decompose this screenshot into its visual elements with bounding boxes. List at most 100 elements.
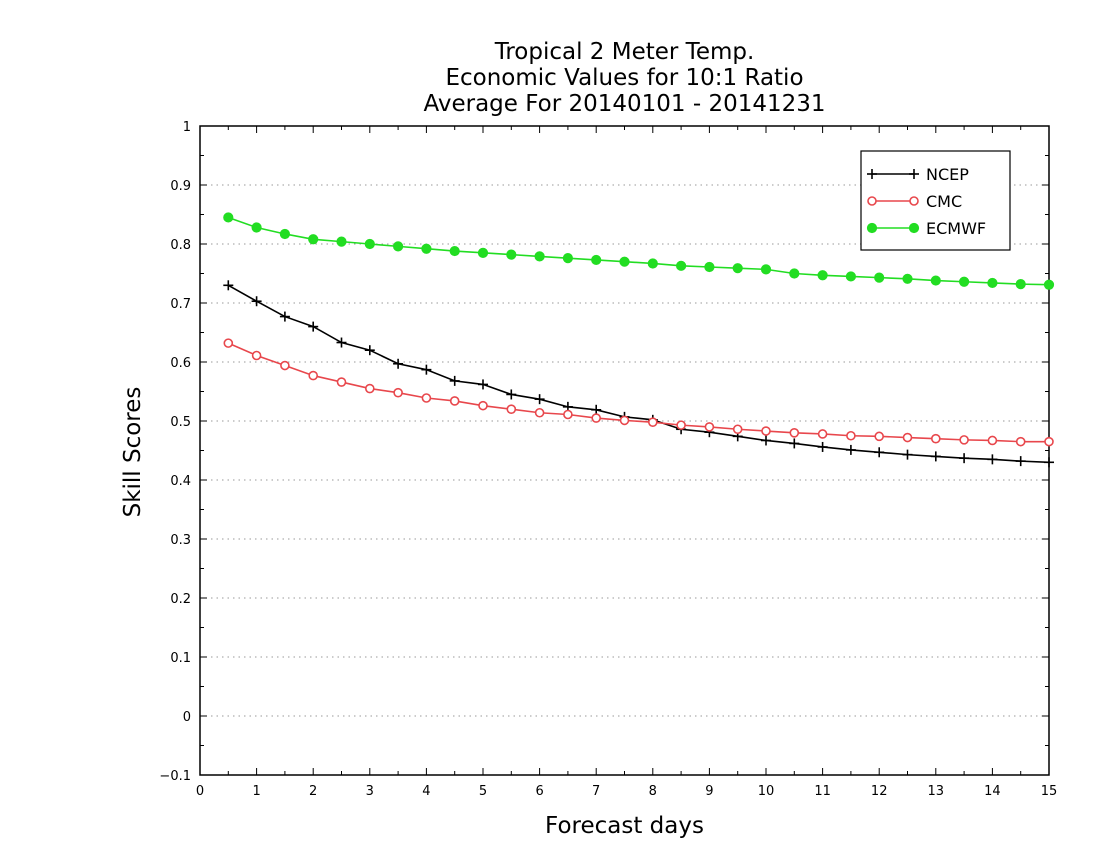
y-tick-label: 0.4 bbox=[170, 474, 191, 489]
data-point-cmc bbox=[421, 393, 432, 403]
data-point-cmc bbox=[280, 360, 290, 371]
data-point-ecmwf bbox=[704, 261, 715, 273]
data-point-ecmwf bbox=[930, 275, 941, 286]
data-point-ecmwf bbox=[845, 271, 857, 282]
data-point-cmc bbox=[336, 377, 347, 387]
x-tick-label: 10 bbox=[758, 784, 775, 799]
y-axis-ticks: −0.1 0 0.1 0.2 0.3 0.4 0.5 0.6 0.7 0.8 0.9 1 bbox=[159, 120, 1049, 784]
series-line-ncep bbox=[227, 284, 1050, 464]
data-point-cmc bbox=[704, 422, 715, 432]
data-point-ncep bbox=[251, 296, 262, 307]
x-tick-label: 7 bbox=[592, 784, 600, 799]
data-point-cmc bbox=[223, 338, 234, 348]
data-point-ecmwf bbox=[364, 238, 375, 250]
x-tick-label: 2 bbox=[309, 784, 317, 799]
chart-title: Tropical 2 Meter Temp.Economic Values fo… bbox=[423, 39, 825, 117]
legend-marker-ecmwf bbox=[866, 222, 878, 234]
legend-marker-cmc bbox=[909, 196, 919, 206]
data-point-cmc bbox=[591, 413, 602, 423]
data-point-cmc bbox=[789, 427, 800, 438]
data-point-ecmwf bbox=[760, 264, 772, 275]
data-point-cmc bbox=[647, 417, 658, 427]
data-point-cmc bbox=[308, 370, 319, 381]
data-point-cmc bbox=[393, 387, 403, 398]
data-point-cmc bbox=[846, 430, 856, 441]
x-tick-label: 8 bbox=[649, 784, 657, 799]
x-axis-ticks: 0 1 2 3 4 5 6 7 8 9 10 11 12 13 14 15 bbox=[196, 126, 1057, 799]
x-tick-label: 0 bbox=[196, 784, 204, 799]
legend-label-ncep: NCEP bbox=[926, 165, 969, 184]
data-point-ecmwf bbox=[477, 247, 489, 258]
data-point-ncep bbox=[987, 454, 998, 465]
legend-label-ecmwf: ECMWF bbox=[926, 219, 986, 238]
series bbox=[223, 212, 1055, 468]
data-point-ncep bbox=[336, 337, 347, 348]
y-tick-label: 0.9 bbox=[170, 179, 191, 194]
data-point-cmc bbox=[478, 400, 488, 411]
data-point-ecmwf bbox=[223, 212, 234, 223]
data-point-cmc bbox=[364, 383, 375, 394]
data-point-ncep bbox=[789, 438, 800, 449]
data-point-ecmwf bbox=[449, 245, 460, 257]
data-point-ncep bbox=[1044, 457, 1054, 468]
legend-label-cmc: CMC bbox=[926, 192, 962, 211]
x-tick-label: 4 bbox=[422, 784, 430, 799]
x-tick-label: 11 bbox=[814, 784, 831, 799]
x-tick-label: 5 bbox=[479, 784, 487, 799]
data-point-ncep bbox=[393, 358, 404, 369]
data-point-ncep bbox=[506, 389, 517, 400]
y-tick-label: 1 bbox=[183, 120, 191, 135]
data-point-cmc bbox=[817, 429, 828, 439]
data-point-ecmwf bbox=[279, 228, 290, 240]
series-line-cmc bbox=[227, 342, 1049, 443]
data-point-cmc bbox=[874, 431, 885, 442]
data-point-ecmwf bbox=[393, 241, 404, 252]
data-point-ncep bbox=[845, 444, 856, 455]
data-point-ecmwf bbox=[1043, 279, 1055, 290]
data-point-cmc bbox=[251, 350, 262, 361]
data-point-ncep bbox=[959, 453, 970, 464]
y-tick-label: 0.6 bbox=[170, 356, 191, 371]
data-point-ecmwf bbox=[421, 243, 432, 254]
data-point-ecmwf bbox=[1015, 279, 1026, 290]
data-point-ncep bbox=[308, 321, 319, 332]
chart-title-line-1: Tropical 2 Meter Temp. bbox=[494, 39, 755, 65]
data-point-ecmwf bbox=[619, 256, 630, 267]
data-point-ncep bbox=[1015, 456, 1026, 467]
data-point-cmc bbox=[449, 396, 460, 406]
data-point-ecmwf bbox=[789, 268, 800, 279]
data-point-ncep bbox=[478, 379, 488, 390]
data-point-cmc bbox=[732, 424, 743, 435]
x-tick-label: 14 bbox=[984, 784, 1001, 799]
x-tick-label: 15 bbox=[1041, 784, 1058, 799]
x-tick-label: 3 bbox=[366, 784, 374, 799]
data-point-ncep bbox=[930, 451, 941, 462]
data-point-ecmwf bbox=[506, 249, 517, 260]
data-point-cmc bbox=[761, 426, 771, 436]
data-point-ecmwf bbox=[987, 277, 998, 289]
data-point-ecmwf bbox=[817, 270, 828, 281]
y-tick-label: 0.2 bbox=[170, 592, 191, 607]
data-point-ncep bbox=[902, 449, 913, 460]
legend-marker-ecmwf bbox=[908, 222, 920, 234]
data-point-cmc bbox=[1044, 436, 1054, 447]
y-axis-title: Skill Scores bbox=[120, 387, 146, 518]
y-tick-label: −0.1 bbox=[159, 769, 191, 784]
x-tick-label: 12 bbox=[871, 784, 888, 799]
chart-title-line-2: Economic Values for 10:1 Ratio bbox=[445, 65, 803, 91]
data-point-cmc bbox=[563, 409, 573, 420]
x-tick-label: 13 bbox=[928, 784, 945, 799]
data-point-ecmwf bbox=[336, 236, 347, 247]
x-tick-label: 6 bbox=[535, 784, 543, 799]
data-point-ncep bbox=[534, 394, 545, 405]
data-point-ecmwf bbox=[647, 258, 658, 269]
legend-marker-cmc bbox=[867, 196, 877, 206]
data-point-ncep bbox=[421, 364, 432, 375]
y-tick-label: 0 bbox=[183, 710, 191, 725]
data-point-cmc bbox=[959, 435, 969, 445]
data-point-ncep bbox=[223, 280, 234, 291]
data-point-ncep bbox=[364, 345, 375, 356]
y-tick-label: 0.7 bbox=[170, 297, 191, 312]
data-point-cmc bbox=[619, 415, 630, 426]
